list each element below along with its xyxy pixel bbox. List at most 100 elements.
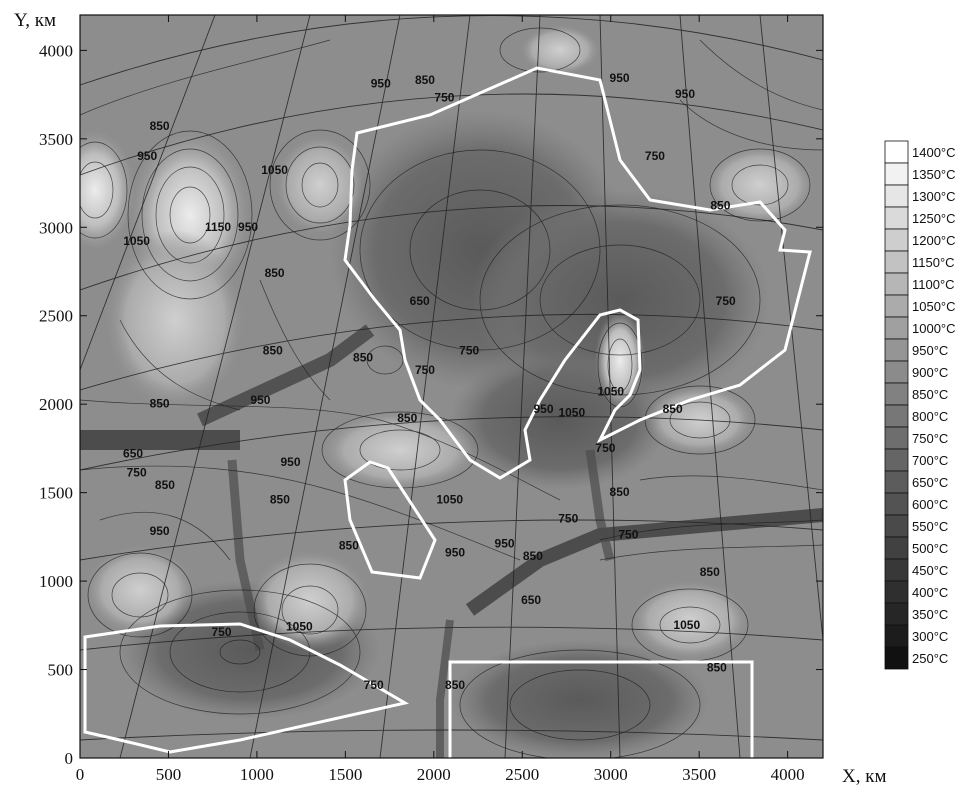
legend-label: 550°C	[912, 519, 948, 534]
contour-label: 850	[270, 492, 290, 506]
legend-label: 900°C	[912, 365, 948, 380]
legend-label: 250°C	[912, 651, 948, 666]
contour-label: 950	[610, 71, 630, 85]
contour-label: 1050	[673, 618, 700, 632]
legend-label: 1250°C	[912, 211, 956, 226]
y-tick-label: 2500	[39, 307, 73, 326]
x-tick-label: 1000	[240, 765, 274, 784]
y-axis-ticks: 0 500 1000 1500 2000 2500 3000 3500 4000	[39, 41, 823, 768]
contour-label: 750	[595, 441, 615, 455]
contour-label: 1050	[123, 234, 150, 248]
temperature-legend: 1400°C 1350°C 1300°C 1250°C 1200°C 1150°C 1100…	[884, 140, 956, 670]
legend-swatch	[884, 360, 909, 384]
region-center	[343, 460, 437, 580]
legend-swatch	[884, 492, 909, 516]
contour-label: 1050	[558, 406, 585, 420]
contour-label: 750	[364, 678, 384, 692]
contour-label: 950	[250, 393, 270, 407]
x-tick-label: 0	[76, 765, 85, 784]
contour-label: 950	[495, 536, 515, 550]
contour-label: 650	[410, 294, 430, 308]
y-tick-label: 2000	[39, 395, 73, 414]
legend-swatch	[884, 206, 909, 230]
legend-swatch	[884, 250, 909, 274]
y-tick-label: 500	[48, 661, 74, 680]
contour-label: 750	[434, 91, 454, 105]
contour-label: 850	[397, 411, 417, 425]
contour-label: 850	[155, 478, 175, 492]
legend-swatch	[884, 602, 909, 626]
y-tick-label: 3500	[39, 130, 73, 149]
contour-label: 750	[212, 625, 232, 639]
contour-label: 750	[558, 512, 578, 526]
legend-label: 650°C	[912, 475, 948, 490]
legend-label: 1100°C	[912, 277, 955, 292]
contour-label: 850	[445, 678, 465, 692]
contour-label: 950	[371, 77, 391, 91]
contour-label: 850	[610, 485, 630, 499]
contour-label: 850	[415, 73, 435, 87]
contour-label: 1050	[597, 384, 624, 398]
legend-label: 350°C	[912, 607, 948, 622]
contour-label: 850	[710, 199, 730, 213]
legend-label: 850°C	[912, 387, 948, 402]
y-tick-label: 1000	[39, 572, 73, 591]
temperature-field	[80, 15, 823, 758]
highlighted-regions	[83, 66, 812, 758]
legend-swatch	[884, 294, 909, 318]
contour-label: 850	[150, 119, 170, 133]
region-southeast	[448, 660, 754, 758]
legend-label: 950°C	[912, 343, 948, 358]
x-tick-label: 3000	[594, 765, 628, 784]
x-tick-label: 1500	[328, 765, 362, 784]
y-axis-title: Y, км	[14, 10, 56, 31]
contour-label: 950	[238, 220, 258, 234]
legend-swatch	[884, 646, 909, 670]
contour-label: 950	[150, 524, 170, 538]
x-axis-ticks: 0 500 1000 1500 2000 2500 3000 3500 4000	[76, 15, 805, 784]
contour-label: 850	[150, 397, 170, 411]
contour-label: 850	[700, 565, 720, 579]
contour-label: 850	[265, 266, 285, 280]
legend-label: 1050°C	[912, 299, 956, 314]
legend-swatch	[884, 404, 909, 428]
plot-frame	[79, 14, 824, 759]
legend-label: 700°C	[912, 453, 948, 468]
legend-label: 500°C	[912, 541, 948, 556]
legend-swatch	[884, 184, 909, 208]
contour-label: 650	[521, 593, 541, 607]
contour-label: 750	[127, 466, 147, 480]
contour-label: 750	[415, 363, 435, 377]
x-tick-label: 500	[156, 765, 182, 784]
x-tick-label: 2500	[505, 765, 539, 784]
legend-label: 800°C	[912, 409, 948, 424]
legend-label: 1000°C	[912, 321, 956, 336]
contour-label: 850	[523, 549, 543, 563]
contour-label: 650	[123, 446, 143, 460]
legend-label: 600°C	[912, 497, 948, 512]
contour-label: 1150	[205, 220, 231, 234]
legend-swatch	[884, 382, 909, 406]
contour-label: 750	[645, 149, 665, 163]
contour-label: 950	[137, 149, 157, 163]
legend-swatch	[884, 316, 909, 340]
legend-swatch	[884, 448, 909, 472]
legend-label: 450°C	[912, 563, 948, 578]
legend-label: 1400°C	[912, 145, 956, 160]
contour-label: 1050	[261, 163, 288, 177]
x-tick-label: 3500	[682, 765, 716, 784]
contour-label: 850	[263, 344, 283, 358]
legend-swatch	[884, 536, 909, 560]
y-tick-label: 4000	[39, 41, 73, 60]
region-north	[343, 66, 812, 480]
contour-label: 850	[707, 660, 727, 674]
contour-label: 750	[459, 344, 479, 358]
x-axis-title: X, км	[842, 766, 886, 787]
legend-swatch	[884, 338, 909, 362]
legend-swatch	[884, 272, 909, 296]
legend-swatch	[884, 514, 909, 538]
contour-label: 850	[339, 538, 359, 552]
x-tick-label: 2000	[417, 765, 451, 784]
contour-label: 950	[281, 455, 301, 469]
